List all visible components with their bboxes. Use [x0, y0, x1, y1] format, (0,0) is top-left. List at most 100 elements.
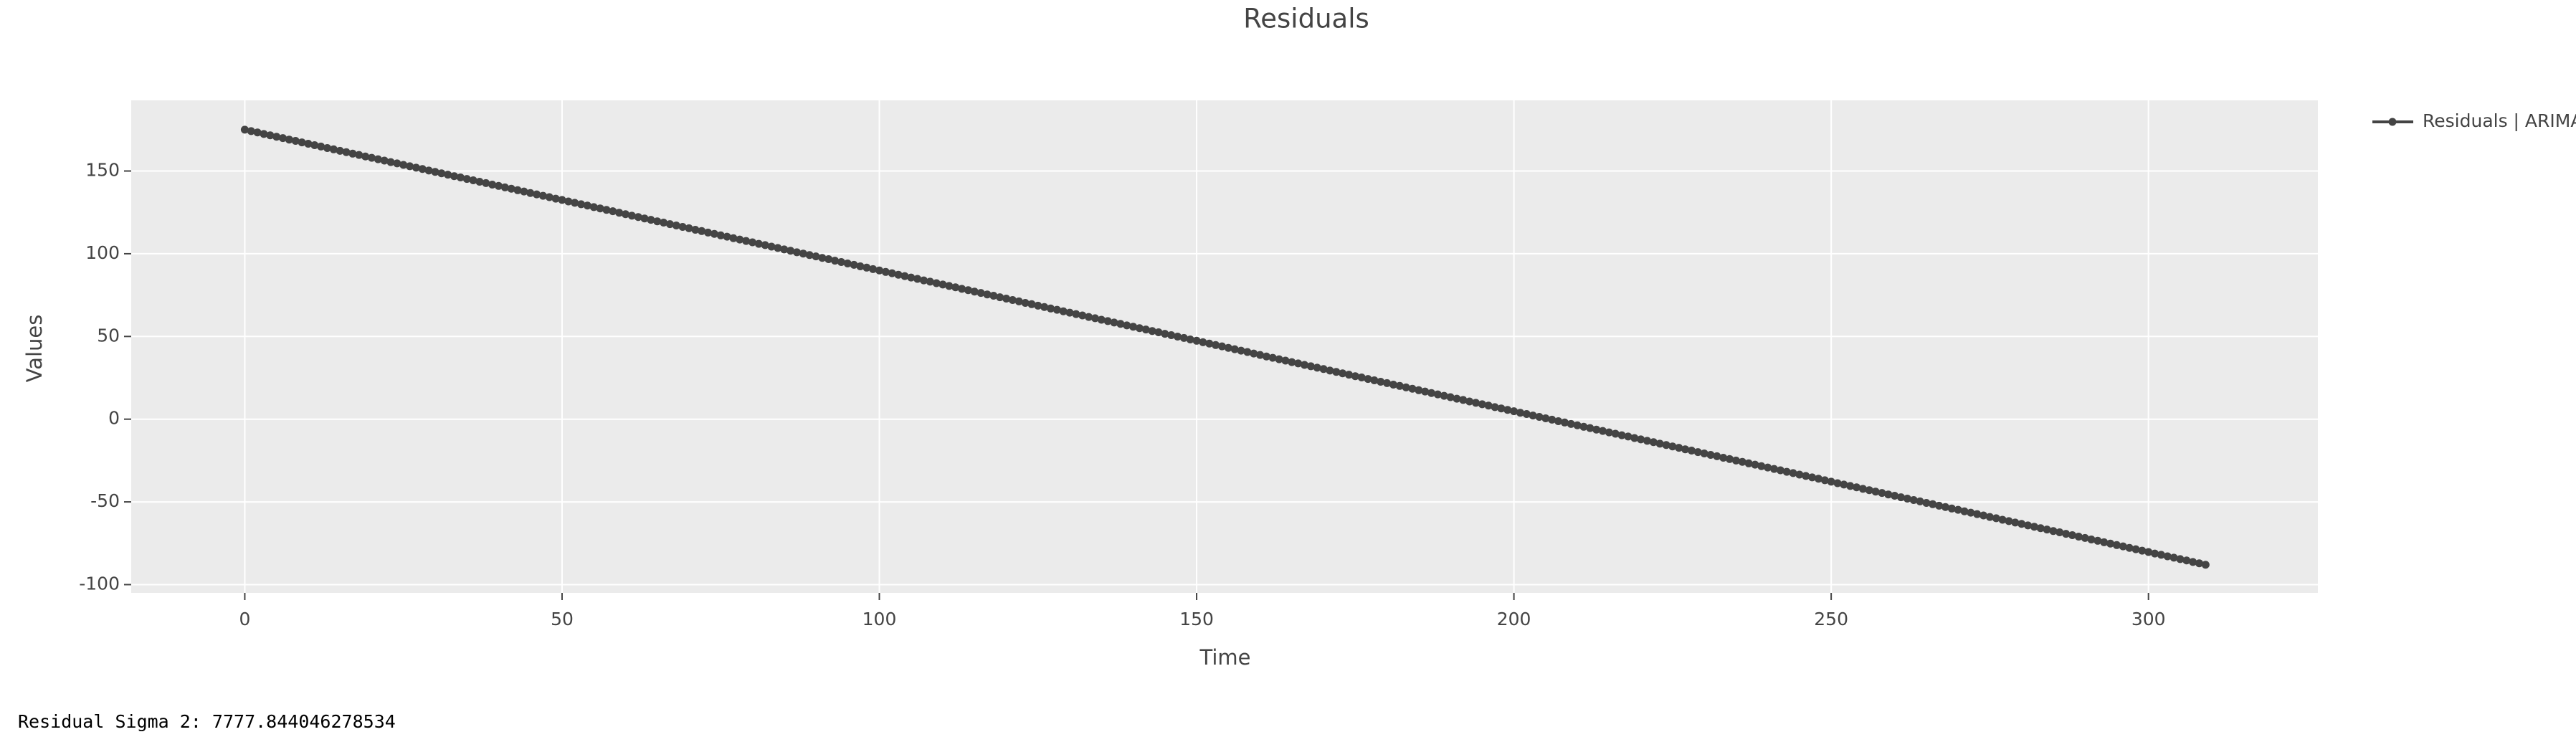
data-point [1954, 505, 1962, 514]
data-point [456, 173, 465, 182]
data-point [647, 216, 655, 224]
data-point [571, 199, 579, 207]
data-point [1110, 318, 1118, 327]
data-point [2163, 552, 2172, 561]
data-point [1078, 311, 1087, 320]
data-point [260, 130, 268, 138]
legend: Residuals | ARIMA [2372, 110, 2576, 131]
data-point [1922, 498, 1931, 507]
data-point [450, 172, 459, 181]
data-point [799, 249, 807, 258]
data-point [1046, 304, 1055, 313]
data-point [1123, 321, 1131, 330]
data-point [1268, 353, 1277, 362]
data-point [1586, 424, 1594, 432]
data-point [983, 290, 992, 299]
data-point [418, 165, 427, 173]
data-point [1059, 307, 1068, 315]
data-point [710, 229, 718, 238]
data-point [500, 183, 509, 191]
data-point [1243, 348, 1252, 356]
data-point [2036, 524, 2045, 533]
data-point [1014, 297, 1023, 305]
data-point [1288, 358, 1296, 366]
data-point [1440, 391, 1448, 400]
data-point [926, 277, 934, 286]
data-point [1637, 435, 1645, 444]
data-point [545, 193, 553, 201]
data-point [355, 151, 363, 159]
data-point [1364, 375, 1372, 384]
data-point [1605, 428, 1613, 437]
data-point [1212, 341, 1220, 349]
data-point [602, 206, 611, 214]
data-point [1757, 462, 1766, 470]
data-point [2182, 556, 2191, 565]
data-point [1891, 492, 1899, 500]
data-point [818, 254, 827, 262]
data-point [1237, 346, 1245, 355]
data-point [1148, 327, 1156, 336]
data-point [1947, 504, 1956, 513]
data-point [538, 191, 547, 200]
data-point [1217, 342, 1226, 351]
data-point [2062, 530, 2071, 538]
data-point [634, 213, 642, 222]
data-point [996, 293, 1004, 302]
x-tick-label: 200 [1497, 609, 1531, 629]
data-point [1421, 387, 1430, 396]
data-point [1427, 389, 1436, 397]
x-tick-label: 300 [2131, 609, 2166, 629]
data-point [907, 273, 916, 282]
data-point [767, 242, 776, 251]
data-point [843, 260, 852, 268]
data-point [1497, 404, 1506, 413]
data-point [1973, 510, 1982, 518]
data-point [2005, 517, 2013, 525]
x-tick-label: 50 [551, 609, 574, 629]
x-tick-label: 250 [1814, 609, 1848, 629]
data-point [1541, 414, 1550, 423]
data-point [1643, 437, 1651, 445]
data-point [2030, 523, 2038, 531]
data-point [1002, 294, 1011, 303]
data-point [2119, 542, 2127, 551]
data-point [1738, 457, 1746, 466]
data-point [2195, 559, 2203, 568]
data-point [1782, 467, 1791, 476]
data-point [1751, 460, 1759, 469]
data-point [1199, 338, 1207, 346]
data-point [1313, 363, 1321, 372]
y-tick-label: -50 [90, 490, 120, 511]
data-point [1275, 355, 1283, 363]
data-point [361, 152, 370, 161]
data-point [1408, 384, 1417, 393]
data-point [2201, 561, 2210, 569]
data-point [881, 267, 890, 276]
data-point [1535, 412, 1544, 421]
data-point [564, 197, 573, 206]
data-point [507, 184, 515, 193]
legend-marker [2388, 118, 2397, 126]
data-point [475, 178, 484, 186]
data-point [792, 248, 801, 257]
data-point [1034, 301, 1042, 310]
data-point [1415, 386, 1423, 394]
data-point [2087, 535, 2096, 543]
data-point [1377, 378, 1385, 386]
data-point [1840, 480, 1848, 489]
data-point [1858, 485, 1867, 493]
data-point [742, 237, 751, 245]
data-point [1097, 315, 1106, 324]
data-point [1992, 514, 2000, 523]
data-point [729, 234, 738, 242]
data-point [976, 289, 985, 298]
data-point [1224, 343, 1232, 352]
data-point [310, 141, 319, 150]
data-point [2157, 551, 2165, 559]
data-point [1021, 298, 1030, 307]
data-point [583, 201, 591, 210]
data-point [716, 231, 725, 239]
data-point [1896, 493, 1905, 502]
data-point [1008, 296, 1017, 305]
